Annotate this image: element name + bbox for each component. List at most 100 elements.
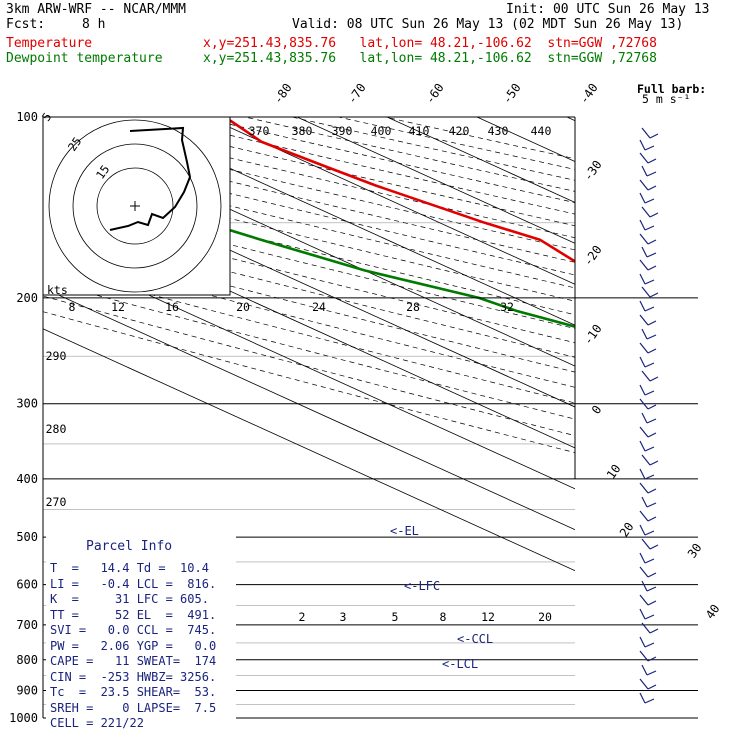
wind-barb: [641, 412, 648, 424]
dry-adiabat: [43, 251, 575, 388]
wind-barb: [639, 179, 649, 191]
isotherm-line: [296, 117, 575, 244]
wind-barb: [639, 692, 646, 704]
wind-barb: [639, 139, 646, 151]
wind-barb: [639, 566, 649, 578]
temperature-location-info: x,y=251.43,835.76 lat,lon= 48.21,-106.62…: [203, 36, 657, 51]
wind-barb-flag: [644, 474, 655, 480]
wind-barb: [639, 342, 649, 354]
wind-barb: [639, 259, 649, 271]
hodograph-speed-label: 24: [312, 300, 326, 314]
parcel-info-row: TT = 52 EL = 491.: [50, 607, 217, 622]
wind-barb: [639, 594, 649, 606]
wind-barb: [639, 192, 646, 204]
pressure-label: 200: [16, 291, 38, 305]
wind-barb: [639, 524, 646, 536]
pressure-label: 700: [16, 618, 38, 632]
level-marker-label: <-CCL: [457, 632, 493, 646]
wind-legend-units: 5 m s⁻¹: [642, 92, 690, 106]
theta-label: 390: [332, 124, 353, 138]
wind-barb: [639, 273, 646, 285]
wind-barb-flag: [644, 390, 655, 396]
wind-barb-flag: [649, 133, 659, 139]
hodograph-ring-label: 25: [65, 134, 84, 153]
theta-label: 280: [46, 422, 67, 436]
parcel-info-row: LI = -0.4 LCL = 816.: [50, 576, 217, 591]
dry-adiabat: [43, 237, 575, 373]
pressure-label: 600: [16, 578, 38, 592]
wind-barb: [639, 398, 649, 410]
dewpoint-legend-label: Dewpoint temperature: [6, 51, 163, 66]
wind-barb: [639, 552, 646, 564]
isotherm-line: [43, 123, 575, 367]
wind-barb: [639, 636, 646, 648]
wind-barb-flag: [647, 432, 657, 438]
wind-barb: [639, 510, 649, 522]
isotherm-line: [43, 328, 575, 572]
isotherm-label: -20: [581, 243, 605, 269]
level-marker-label: <-LCL: [442, 657, 478, 671]
wind-barb-flag: [649, 628, 659, 634]
isotherm-line: [206, 117, 575, 285]
hodograph-speed-label: 32: [500, 300, 514, 314]
wind-barb-flag: [649, 376, 659, 382]
mixing-ratio-label: 12: [481, 610, 495, 624]
wind-barb: [639, 314, 649, 326]
wind-barb-flag: [644, 362, 655, 368]
mixing-ratio-label: 2: [299, 610, 306, 624]
pressure-label: 400: [16, 472, 38, 486]
isotherm-label: -10: [581, 322, 605, 348]
isotherm-label: -40: [577, 81, 601, 107]
wind-barb-flag: [644, 614, 655, 620]
theta-label: 420: [449, 124, 470, 138]
wind-barb: [641, 328, 648, 340]
isotherm-line: [43, 246, 575, 490]
wind-barb: [641, 664, 648, 676]
mixing-ratio-label: 8: [440, 610, 447, 624]
hodograph-ring-label: 15: [93, 162, 112, 181]
wind-barb: [641, 580, 648, 592]
wind-barb-flag: [644, 145, 655, 151]
dry-adiabat: [151, 117, 575, 215]
wind-barb-flag: [644, 530, 655, 536]
wind-barb-flag: [644, 279, 655, 285]
hodograph-ring-outer: [48, 119, 222, 293]
wind-barb-flag: [647, 656, 657, 662]
isotherm-label: -50: [500, 81, 524, 107]
wind-barb: [641, 370, 651, 382]
hodograph-speed-label: 20: [236, 300, 250, 314]
isotherm-line: [476, 117, 575, 162]
parcel-info-row: T = 14.4 Td = 10.4: [50, 561, 209, 575]
parcel-info-row: CIN = -253 HWBZ= 3256.: [50, 669, 217, 684]
theta-label: 430: [488, 124, 509, 138]
dry-adiabat: [43, 265, 575, 404]
pressure-label: 1000: [9, 711, 38, 725]
parcel-info-row: SREH = 0 LAPSE= 7.5: [50, 700, 217, 715]
wind-barb-flag: [647, 239, 657, 245]
wind-barb-flag: [646, 586, 657, 592]
wind-barb: [641, 496, 648, 508]
wind-barb-flag: [647, 684, 657, 690]
wind-barb-flag: [644, 306, 655, 312]
isotherm-label: -70: [345, 81, 369, 107]
forecast-hours: 8 h: [82, 17, 106, 32]
hodograph-ring-middle: [72, 143, 198, 269]
theta-label: 370: [249, 124, 270, 138]
wind-barb: [641, 286, 651, 298]
wind-barb-flag: [644, 558, 655, 564]
level-marker-label: <-EL: [390, 524, 419, 538]
wind-barb: [641, 454, 651, 466]
wind-barb-flag: [647, 404, 657, 410]
wind-barb-flag: [644, 642, 655, 648]
hodograph-speed-label: 28: [406, 300, 420, 314]
pressure-label: 100: [16, 110, 38, 124]
hodograph-ring-inner: [96, 167, 174, 245]
isotherm-line: [657, 117, 740, 718]
isotherm-line: [116, 117, 575, 326]
parcel-info-row: K = 31 LFC = 605.: [50, 592, 209, 606]
wind-barb-flag: [647, 320, 657, 326]
wind-barb-flag: [644, 225, 655, 231]
isotherm-label: -80: [271, 81, 295, 107]
theta-label: 400: [371, 124, 392, 138]
